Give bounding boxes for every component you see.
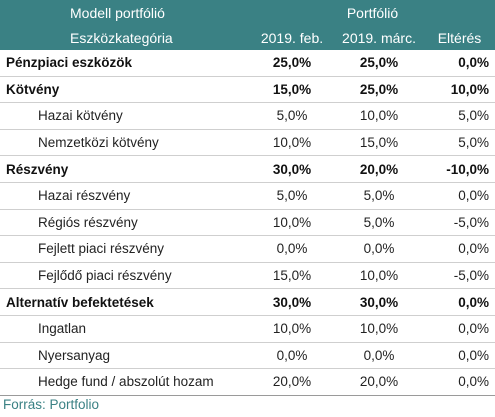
row-diff-value: 0,0% [424, 235, 495, 263]
row-mar-value: 10,0% [334, 315, 424, 343]
table-header: Modell portfólió Portfólió Eszközkategór… [0, 0, 495, 50]
row-feb-value: 30,0% [250, 288, 334, 316]
row-feb-value: 5,0% [250, 102, 334, 130]
row-diff-value: -5,0% [424, 262, 495, 290]
header-portfolio: Portfólió [250, 0, 495, 25]
table-row: Ingatlan 10,0% 10,0% 0,0% [0, 315, 495, 343]
row-mar-value: 25,0% [334, 76, 424, 104]
header-feb: 2019. feb. [250, 25, 334, 50]
row-label: Nyersanyag [0, 342, 250, 370]
table-row: Nemzetközi kötvény 10,0% 15,0% 5,0% [0, 129, 495, 157]
row-diff-value: -5,0% [424, 209, 495, 237]
row-label: Fejlődő piaci részvény [0, 262, 250, 290]
row-label: Hazai kötvény [0, 102, 250, 130]
row-feb-value: 10,0% [250, 315, 334, 343]
header-diff: Eltérés [424, 25, 495, 50]
source-note: Forrás: Portfolio [3, 397, 100, 412]
row-label: Hedge fund / abszolút hozam [0, 368, 250, 396]
row-mar-value: 20,0% [334, 368, 424, 396]
table-row: Nyersanyag 0,0% 0,0% 0,0% [0, 342, 495, 370]
row-diff-value: 0,0% [424, 315, 495, 343]
row-label: Pénzpiaci eszközök [0, 50, 250, 77]
row-mar-value: 20,0% [334, 155, 424, 183]
row-feb-value: 0,0% [250, 235, 334, 263]
row-label: Kötvény [0, 76, 250, 104]
row-mar-value: 0,0% [334, 342, 424, 370]
row-diff-value: 0,0% [424, 368, 495, 396]
table-row: Részvény 30,0% 20,0% -10,0% [0, 155, 495, 183]
row-feb-value: 20,0% [250, 368, 334, 396]
row-diff-value: 0,0% [424, 50, 495, 77]
header-model-portfolio: Modell portfólió [0, 0, 250, 25]
table-row: Hedge fund / abszolút hozam 20,0% 20,0% 0,0… [0, 368, 495, 396]
row-mar-value: 10,0% [334, 262, 424, 290]
row-diff-value: 5,0% [424, 129, 495, 157]
row-diff-value: 10,0% [424, 76, 495, 104]
row-diff-value: -10,0% [424, 155, 495, 183]
row-label: Alternatív befektetések [0, 288, 250, 316]
table-row: Alternatív befektetések 30,0% 30,0% 0,0% [0, 288, 495, 316]
row-diff-value: 0,0% [424, 288, 495, 316]
row-feb-value: 10,0% [250, 129, 334, 157]
row-mar-value: 5,0% [334, 209, 424, 237]
header-category: Eszközkategória [0, 25, 250, 50]
table-row: Fejlett piaci részvény 0,0% 0,0% 0,0% [0, 235, 495, 263]
row-mar-value: 25,0% [334, 50, 424, 77]
table-row: Régiós részvény 10,0% 5,0% -5,0% [0, 209, 495, 237]
portfolio-table: Modell portfólió Portfólió Eszközkategór… [0, 0, 495, 396]
row-label: Nemzetközi kötvény [0, 129, 250, 157]
row-label: Fejlett piaci részvény [0, 235, 250, 263]
table-row: Kötvény 15,0% 25,0% 10,0% [0, 76, 495, 104]
header-mar: 2019. márc. [334, 25, 424, 50]
row-diff-value: 0,0% [424, 342, 495, 370]
row-feb-value: 15,0% [250, 76, 334, 104]
row-feb-value: 5,0% [250, 182, 334, 210]
row-feb-value: 30,0% [250, 155, 334, 183]
table-row: Fejlődő piaci részvény 15,0% 10,0% -5,0% [0, 262, 495, 290]
table-row: Hazai kötvény 5,0% 10,0% 5,0% [0, 102, 495, 130]
table-row: Hazai részvény 5,0% 5,0% 0,0% [0, 182, 495, 210]
table-body: Pénzpiaci eszközök 25,0% 25,0% 0,0% Kötvény 1… [0, 50, 495, 396]
row-diff-value: 5,0% [424, 102, 495, 130]
row-label: Ingatlan [0, 315, 250, 343]
row-mar-value: 10,0% [334, 102, 424, 130]
row-feb-value: 0,0% [250, 342, 334, 370]
row-feb-value: 25,0% [250, 50, 334, 77]
table-row: Pénzpiaci eszközök 25,0% 25,0% 0,0% [0, 50, 495, 77]
row-feb-value: 10,0% [250, 209, 334, 237]
row-mar-value: 15,0% [334, 129, 424, 157]
row-diff-value: 0,0% [424, 182, 495, 210]
row-label: Hazai részvény [0, 182, 250, 210]
row-mar-value: 5,0% [334, 182, 424, 210]
row-feb-value: 15,0% [250, 262, 334, 290]
row-label: Részvény [0, 155, 250, 183]
row-mar-value: 0,0% [334, 235, 424, 263]
row-mar-value: 30,0% [334, 288, 424, 316]
row-label: Régiós részvény [0, 209, 250, 237]
